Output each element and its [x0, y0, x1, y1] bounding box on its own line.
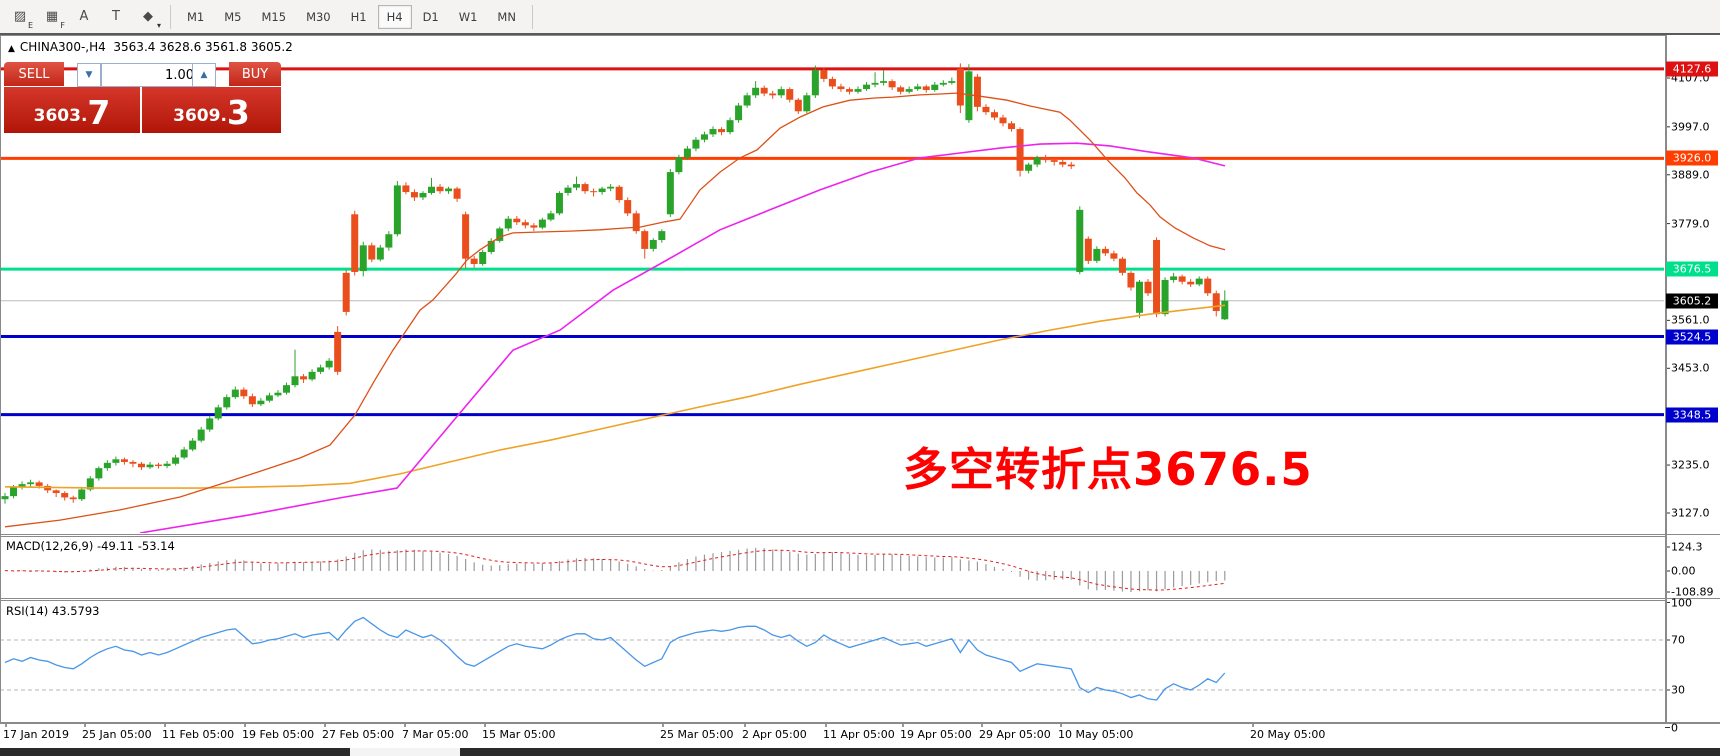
price-level-label: 3348.5	[1666, 407, 1718, 423]
timeframe-M1[interactable]: M1	[187, 9, 205, 24]
left-border	[0, 35, 1, 724]
rsi-tick-label: 0	[1671, 721, 1678, 734]
price-level-label: 4127.6	[1666, 61, 1718, 77]
date-label: 25 Mar 05:00	[660, 728, 734, 741]
price-level-label: 3926.0	[1666, 150, 1718, 166]
date-label: 17 Jan 2019	[3, 728, 69, 741]
rsi-indicator-label: RSI(14) 43.5793	[6, 604, 100, 618]
price-tick-label: 3997.0	[1671, 120, 1710, 134]
timeframe-M15[interactable]: M15	[261, 9, 287, 24]
date-label: 7 Mar 05:00	[402, 728, 469, 741]
one-click-trading-widget: SELL ▼ ▲ BUY 3603.7 3609.3	[4, 62, 281, 133]
rsi-tick-label: 30	[1671, 683, 1685, 697]
chart-shift-icon[interactable]: ▨ E	[13, 9, 33, 30]
timeframe-buttons: M1 M5 M15 M30 H1 H4 D1 W1 MN	[177, 4, 526, 29]
volume-decrease-button[interactable]: ▼	[77, 63, 101, 87]
macd-pane-top-border2	[0, 536, 1665, 537]
chart-text-annotation: 多空转折点3676.5	[903, 443, 1313, 496]
macd-tick-label: -108.89	[1671, 585, 1714, 599]
arrows-icon[interactable]: ◆ ▾	[143, 9, 161, 30]
timeframe-M30[interactable]: M30	[306, 9, 331, 24]
text-label-icon[interactable]: A	[79, 9, 89, 24]
price-level-label: 3524.5	[1666, 329, 1718, 345]
rsi-pane-top-border2	[0, 600, 1665, 601]
sell-price-panel[interactable]: 3603. 7	[4, 87, 140, 133]
buy-price-pips: 3	[226, 93, 250, 132]
price-tick-label: 3127.0	[1671, 506, 1710, 520]
text-box-icon[interactable]: T	[112, 9, 120, 24]
price-tick-label: 3889.0	[1671, 168, 1710, 182]
symbol-name: CHINA300-,H4	[19, 40, 106, 54]
sell-price-main: 3603	[33, 106, 81, 126]
date-label: 11 Apr 05:00	[823, 728, 895, 741]
tool-icons: ▨ E ▦ F A T ◆ ▾	[4, 4, 164, 30]
sell-price-sep: .	[80, 106, 88, 126]
macd-pane-top-border[interactable]	[0, 534, 1720, 535]
price-tick-label: 3779.0	[1671, 217, 1710, 231]
buy-button[interactable]: BUY	[229, 62, 281, 86]
price-level-label: 3605.2	[1666, 293, 1718, 309]
volume-input[interactable]	[101, 63, 199, 87]
timeframe-MN[interactable]: MN	[497, 9, 516, 24]
symbol-ohlc-values: 3563.4 3628.6 3561.8 3605.2	[113, 40, 293, 54]
horizontal-scrollbar[interactable]	[0, 748, 1720, 756]
sell-button[interactable]: SELL	[4, 62, 64, 86]
sell-price-pips: 7	[87, 93, 111, 132]
volume-increase-button[interactable]: ▲	[192, 63, 216, 87]
buy-price-sep: .	[220, 106, 227, 126]
timeframe-D1[interactable]: D1	[422, 9, 439, 24]
rsi-pane-top-border[interactable]	[0, 598, 1720, 599]
date-label: 25 Jan 05:00	[82, 728, 152, 741]
date-label: 27 Feb 05:00	[322, 728, 395, 741]
timeframe-M5[interactable]: M5	[224, 9, 242, 24]
macd-indicator-label: MACD(12,26,9) -49.11 -53.14	[6, 539, 175, 553]
toolbar: ▨ E ▦ F A T ◆ ▾ M1 M5 M15 M30 H1 H4 D1 W1 MN	[0, 0, 1720, 35]
price-tick-label: 3561.0	[1671, 313, 1710, 327]
date-label: 19 Feb 05:00	[242, 728, 315, 741]
rsi-pane	[1, 616, 1664, 701]
date-label: 15 Mar 05:00	[482, 728, 556, 741]
rsi-tick-label: 70	[1671, 633, 1685, 647]
symbol-ohlc-bar: ▲ CHINA300-,H4 3563.4 3628.6 3561.8 3605.…	[8, 40, 293, 54]
timeframe-W1[interactable]: W1	[458, 9, 478, 24]
date-label: 11 Feb 05:00	[162, 728, 235, 741]
timeframe-H4[interactable]: H4	[377, 4, 412, 29]
candles	[1, 63, 1229, 504]
toolbar-separator	[170, 4, 171, 29]
main-pane-top-border	[0, 35, 1665, 36]
collapse-triangle-icon[interactable]: ▲	[8, 44, 15, 54]
rsi-tick-label: 100	[1671, 596, 1692, 609]
moving-averages	[4, 92, 1226, 533]
price-axis-border	[1665, 35, 1667, 724]
price-level-label: 3676.5	[1666, 261, 1718, 277]
date-label: 20 May 05:00	[1250, 728, 1326, 741]
buy-price-panel[interactable]: 3609. 3	[142, 87, 281, 133]
date-label: 29 Apr 05:00	[979, 728, 1051, 741]
price-tick-label: 3453.0	[1671, 361, 1710, 375]
date-label: 10 May 05:00	[1058, 728, 1134, 741]
grid-icon[interactable]: ▦ F	[45, 9, 65, 30]
price-tick-label: 3235.0	[1671, 458, 1710, 472]
spinner-down-icon: ▼	[85, 70, 93, 80]
buy-price-main: 3609	[173, 106, 221, 126]
macd-tick-label: 124.3	[1671, 540, 1703, 554]
time-axis-border	[0, 722, 1720, 724]
macd-tick-label: 0.00	[1671, 564, 1696, 578]
date-label: 2 Apr 05:00	[742, 728, 807, 741]
macd-pane	[4, 547, 1226, 592]
toolbar-separator-2	[531, 4, 533, 29]
spinner-up-icon: ▲	[200, 70, 208, 80]
date-label: 19 Apr 05:00	[900, 728, 972, 741]
scrollbar-thumb[interactable]	[350, 748, 460, 756]
timeframe-H1[interactable]: H1	[350, 9, 367, 24]
